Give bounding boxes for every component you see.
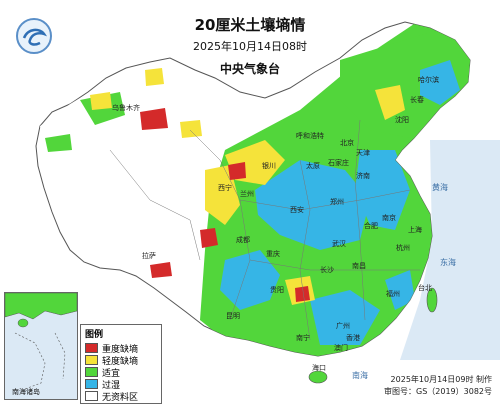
inset-label: 南海诸岛: [12, 388, 40, 396]
zone-nw-patch4: [45, 134, 72, 152]
city-label: 澳门: [334, 343, 348, 352]
city-label: 广州: [336, 321, 350, 330]
city-label: 海口: [312, 363, 326, 372]
city-label: 成都: [236, 235, 250, 244]
city-label: 南昌: [352, 261, 366, 270]
zone-wet-northeast: [420, 60, 460, 105]
city-label: 银川: [262, 161, 276, 170]
city-label: 南宁: [296, 333, 310, 342]
zone-dry-severe-4: [295, 286, 310, 302]
city-label: 拉萨: [142, 251, 156, 260]
map-footer: 2025年10月14日09时 制作 审图号：GS（2019）3082号: [384, 374, 492, 398]
city-label: 兰州: [240, 189, 254, 198]
city-label: 太原: [306, 161, 320, 170]
hainan-island: [308, 370, 328, 384]
legend-item: 过湿: [85, 378, 161, 391]
map-agency: 中央气象台: [219, 62, 280, 76]
city-label: 台北: [418, 283, 432, 292]
province-lines: [109, 119, 420, 341]
cma-logo: [14, 16, 54, 56]
legend-item: 无资料区: [85, 390, 161, 403]
east-sea-area: [400, 140, 500, 360]
map-datetime: 2025年10月14日08时: [193, 40, 307, 53]
zone-nw-patch5: [145, 68, 164, 86]
zone-wet-central: [255, 160, 370, 250]
city-label: 哈尔滨: [418, 75, 439, 84]
city-label: 北京: [340, 138, 354, 147]
legend-label: 无资料区: [102, 392, 139, 403]
city-label: 长春: [410, 95, 424, 104]
zone-nw-patch3: [140, 108, 168, 130]
city-label: 昆明: [226, 312, 240, 320]
sea-label: 东海: [440, 257, 456, 267]
zone-wet-south2: [385, 270, 415, 310]
city-label: 长沙: [320, 265, 334, 274]
city-label: 西宁: [218, 183, 232, 192]
legend-swatch: [85, 343, 98, 353]
issue-time: 2025年10月14日09时 制作: [390, 375, 492, 384]
zone-wet-south: [310, 290, 380, 345]
sea-label: 南海: [352, 370, 368, 380]
legend-label: 重度缺墒: [102, 344, 139, 355]
zone-wet-southwest: [220, 250, 280, 310]
city-label: 上海: [408, 225, 422, 234]
city-label: 天津: [356, 149, 370, 157]
city-label: 香港: [346, 333, 360, 342]
city-label: 石家庄: [328, 158, 349, 167]
legend-title: 图例: [85, 330, 104, 340]
legend-swatch: [85, 367, 98, 377]
city-label: 合肥: [364, 221, 378, 230]
legend-item: 轻度缺墒: [85, 354, 161, 367]
city-label: 郑州: [330, 198, 344, 206]
city-label: 西安: [290, 205, 304, 214]
sea-label: 黄海: [432, 182, 448, 192]
legend-label: 过湿: [102, 380, 121, 391]
city-label: 济南: [356, 171, 370, 180]
legend-swatch: [85, 391, 98, 401]
zone-dry-severe-2: [228, 162, 246, 180]
zone-dry-light-northeast: [375, 85, 405, 120]
legend-swatch: [85, 355, 98, 365]
city-label: 南京: [382, 213, 396, 222]
zone-nw-patch6: [180, 120, 202, 138]
city-label: 武汉: [332, 239, 346, 248]
city-label: 沈阳: [395, 115, 409, 124]
legend-label: 轻度缺墒: [102, 356, 139, 367]
zone-dry-severe-3: [150, 262, 172, 278]
city-label: 贵阳: [270, 285, 284, 294]
legend-item: 重度缺墒: [85, 342, 161, 355]
legend-label: 适宜: [102, 368, 121, 379]
south-china-sea-inset: [4, 292, 78, 400]
legend-item: 适宜: [85, 366, 161, 379]
city-label: 乌鲁木齐: [112, 103, 140, 112]
zone-wet-east: [355, 150, 410, 230]
legend-swatch: [85, 379, 98, 389]
map-title: 20厘米土壤墒情: [194, 16, 306, 34]
zone-nw-patch2: [90, 92, 112, 110]
moisture-fill: [40, 22, 470, 356]
review-number: 审图号：GS（2019）3082号: [384, 387, 492, 396]
city-label: 呼和浩特: [296, 131, 324, 140]
city-label: 重庆: [266, 249, 280, 258]
zone-dry-severe-1: [200, 228, 218, 248]
zone-suitable-northeast: [340, 22, 470, 140]
map-legend: 图例 重度缺墒 轻度缺墒 适宜 过湿 无资料区: [80, 324, 162, 404]
taiwan-island: [426, 287, 438, 313]
zone-dry-light-west: [205, 165, 240, 225]
city-label: 杭州: [396, 243, 410, 252]
city-label: 福州: [386, 289, 400, 298]
